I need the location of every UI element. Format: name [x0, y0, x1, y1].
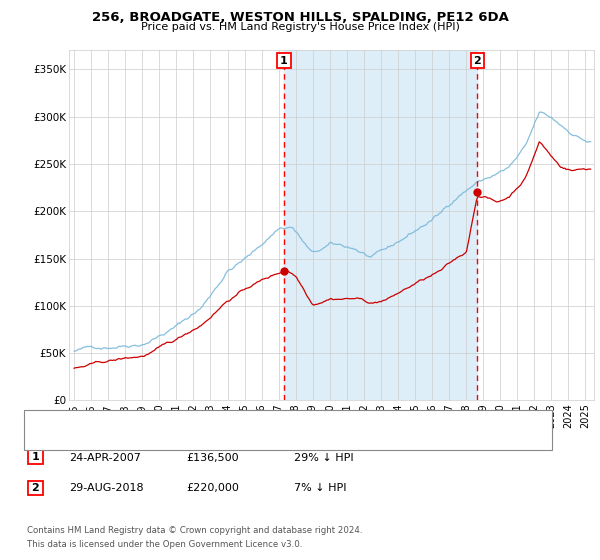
- Text: 29% ↓ HPI: 29% ↓ HPI: [294, 452, 353, 463]
- Text: 29-AUG-2018: 29-AUG-2018: [69, 483, 143, 493]
- Text: This data is licensed under the Open Government Licence v3.0.: This data is licensed under the Open Gov…: [27, 540, 302, 549]
- Text: 2: 2: [473, 55, 481, 66]
- Text: 2: 2: [32, 483, 39, 493]
- Text: HPI: Average price, detached house, South Holland: HPI: Average price, detached house, Sout…: [65, 430, 319, 440]
- Text: 256, BROADGATE, WESTON HILLS, SPALDING, PE12 6DA: 256, BROADGATE, WESTON HILLS, SPALDING, …: [92, 11, 508, 24]
- Text: 24-APR-2007: 24-APR-2007: [69, 452, 141, 463]
- Text: 7% ↓ HPI: 7% ↓ HPI: [294, 483, 347, 493]
- Text: £136,500: £136,500: [186, 452, 239, 463]
- Text: Price paid vs. HM Land Registry's House Price Index (HPI): Price paid vs. HM Land Registry's House …: [140, 22, 460, 32]
- Text: 1: 1: [32, 452, 39, 462]
- Bar: [284, 50, 478, 400]
- Text: 1: 1: [280, 55, 288, 66]
- Text: £220,000: £220,000: [186, 483, 239, 493]
- Text: Contains HM Land Registry data © Crown copyright and database right 2024.: Contains HM Land Registry data © Crown c…: [27, 526, 362, 535]
- Text: 256, BROADGATE, WESTON HILLS, SPALDING, PE12 6DA (detached house): 256, BROADGATE, WESTON HILLS, SPALDING, …: [65, 414, 436, 424]
